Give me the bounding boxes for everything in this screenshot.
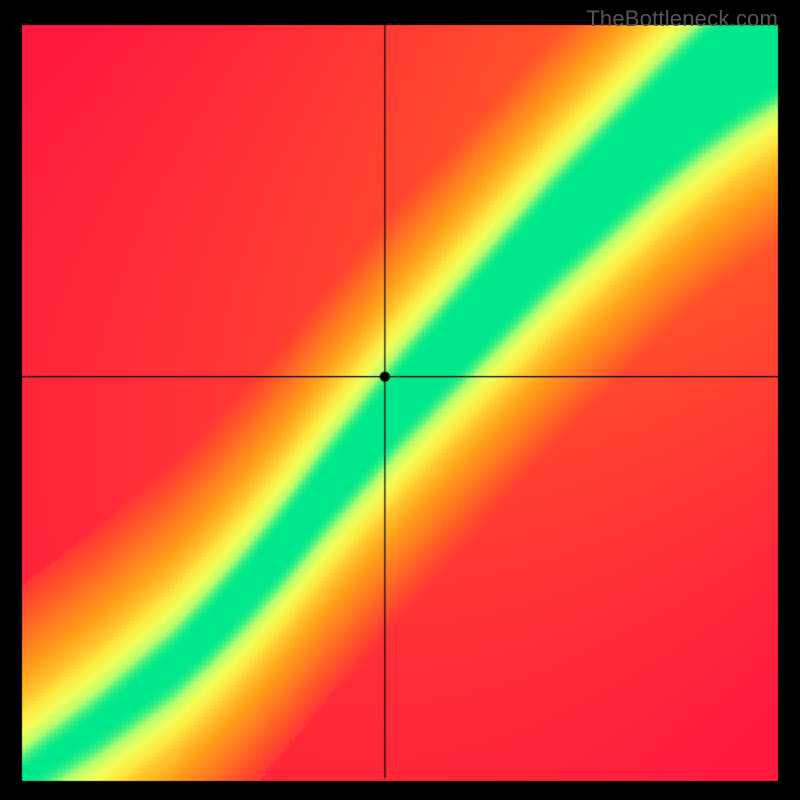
chart-container: TheBottleneck.com [0, 0, 800, 800]
watermark-text: TheBottleneck.com [586, 6, 778, 32]
heatmap-canvas [0, 0, 800, 800]
